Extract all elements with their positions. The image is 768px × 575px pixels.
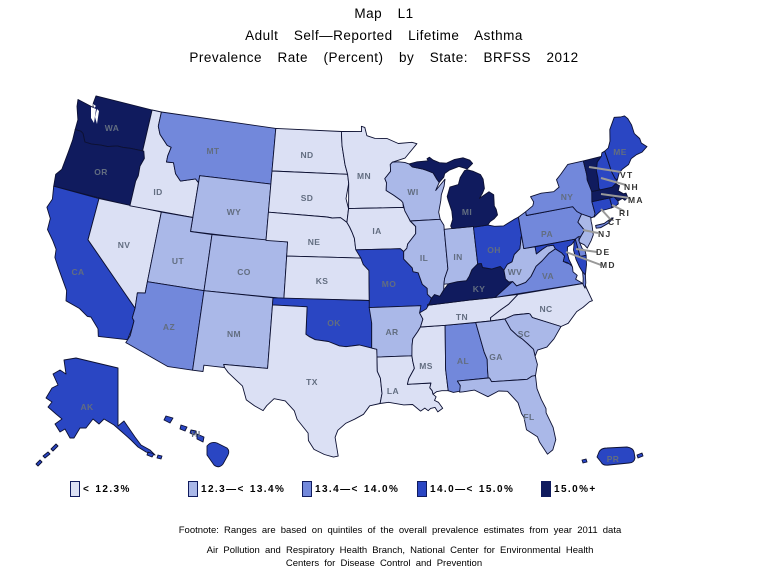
svg-text:OH: OH: [487, 245, 501, 255]
svg-text:GA: GA: [489, 352, 503, 362]
svg-text:NC: NC: [539, 304, 552, 314]
svg-text:NV: NV: [118, 240, 131, 250]
svg-text:NY: NY: [561, 192, 574, 202]
svg-text:CO: CO: [237, 267, 251, 277]
svg-text:WI: WI: [407, 187, 418, 197]
svg-text:TN: TN: [456, 312, 468, 322]
svg-text:WV: WV: [508, 267, 523, 277]
svg-text:IL: IL: [420, 253, 428, 263]
svg-text:ND: ND: [300, 150, 313, 160]
svg-text:MA: MA: [628, 195, 644, 205]
svg-text:MI: MI: [462, 207, 472, 217]
svg-text:WA: WA: [105, 123, 120, 133]
svg-text:MN: MN: [357, 171, 371, 181]
svg-text:AZ: AZ: [163, 322, 175, 332]
svg-text:ID: ID: [153, 187, 162, 197]
svg-text:FL: FL: [523, 412, 534, 422]
svg-text:ME: ME: [613, 147, 627, 157]
svg-text:KY: KY: [473, 284, 486, 294]
svg-text:PA: PA: [541, 229, 553, 239]
svg-text:PR: PR: [607, 454, 620, 464]
svg-text:KS: KS: [316, 276, 329, 286]
svg-text:NM: NM: [227, 329, 241, 339]
svg-text:NH: NH: [624, 182, 639, 192]
svg-text:MD: MD: [600, 260, 616, 270]
svg-text:DE: DE: [596, 247, 610, 257]
svg-text:LA: LA: [387, 386, 399, 396]
svg-text:OR: OR: [94, 167, 108, 177]
svg-text:UT: UT: [172, 256, 185, 266]
svg-text:RI: RI: [619, 208, 630, 218]
svg-text:MO: MO: [382, 279, 397, 289]
svg-text:HI: HI: [191, 429, 200, 439]
svg-text:AR: AR: [385, 327, 398, 337]
svg-text:IN: IN: [453, 252, 462, 262]
svg-text:OK: OK: [327, 318, 341, 328]
svg-text:NJ: NJ: [598, 229, 611, 239]
svg-text:CT: CT: [608, 217, 622, 227]
svg-text:VA: VA: [542, 271, 554, 281]
svg-text:SC: SC: [518, 329, 531, 339]
svg-text:VT: VT: [620, 170, 633, 180]
svg-text:AL: AL: [457, 356, 469, 366]
svg-text:AK: AK: [80, 402, 94, 412]
svg-text:MT: MT: [206, 146, 219, 156]
svg-text:TX: TX: [306, 377, 318, 387]
svg-text:MS: MS: [419, 361, 433, 371]
svg-text:CA: CA: [71, 267, 84, 277]
svg-text:NE: NE: [308, 237, 321, 247]
svg-text:SD: SD: [301, 193, 314, 203]
svg-text:IA: IA: [372, 226, 381, 236]
svg-text:WY: WY: [227, 207, 242, 217]
